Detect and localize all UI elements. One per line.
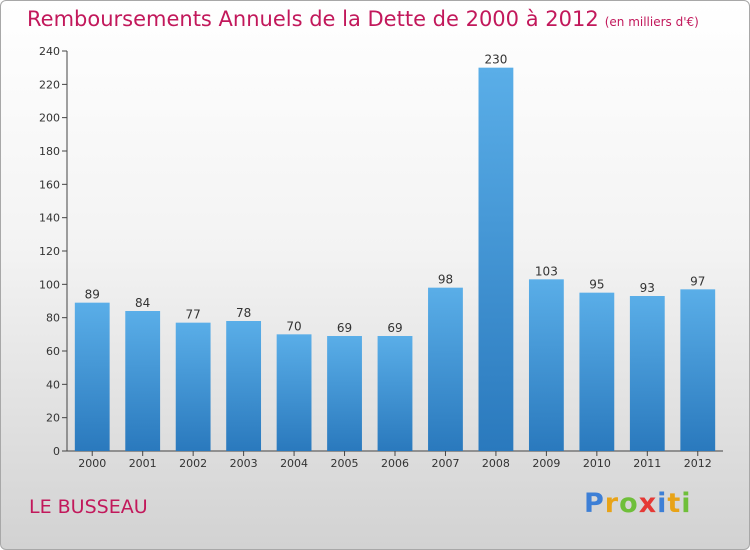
y-tick-label: 160: [39, 178, 60, 191]
bars: 89 84 77 78 70 69 69 98 230 103 95 93 97: [74, 53, 716, 452]
x-tick-label: 2006: [381, 457, 409, 470]
y-tick-label: 20: [46, 412, 60, 425]
x-tick-label: 2000: [78, 457, 106, 470]
y-axis: 0 20 40 60 80 100 120 140 160 180 200 220 240: [39, 45, 68, 458]
x-tick-label: 2005: [331, 457, 359, 470]
logo-letter: P: [584, 488, 605, 519]
bar-value-label: 69: [387, 321, 402, 335]
logo-letter: i: [657, 488, 668, 519]
logo-letter: r: [604, 488, 620, 519]
y-tick-label: 0: [53, 445, 60, 458]
bar: [528, 279, 564, 451]
y-tick-label: 60: [46, 345, 60, 358]
bar-value-label: 95: [589, 278, 604, 292]
x-tick-label: 2009: [532, 457, 560, 470]
bar: [276, 334, 312, 451]
bar-value-label: 78: [236, 306, 251, 320]
bar: [629, 296, 665, 451]
x-axis: 2000 2001 2002 2003 2004 2005 2006 2007 2008 2009…: [67, 450, 723, 470]
chart-title-text: Remboursements Annuels de la Dette de 20…: [27, 7, 599, 31]
bar-value-label: 69: [337, 321, 352, 335]
x-tick-label: 2002: [179, 457, 207, 470]
logo-letter: i: [681, 488, 692, 519]
y-tick-label: 220: [39, 78, 60, 91]
y-tick-label: 200: [39, 112, 60, 125]
y-tick-label: 180: [39, 145, 60, 158]
bar: [377, 336, 413, 451]
bar: [226, 321, 262, 451]
bar: [428, 287, 463, 451]
y-tick-label: 100: [39, 278, 60, 291]
bar-value-label: 93: [640, 281, 655, 295]
bar-value-label: 89: [85, 288, 100, 302]
x-tick-label: 2012: [684, 457, 712, 470]
x-tick-label: 2011: [633, 457, 661, 470]
logo-letter: t: [667, 488, 682, 519]
place-name: LE BUSSEAU: [29, 496, 148, 518]
bar-value-label: 77: [186, 308, 201, 322]
bar-value-label: 103: [535, 264, 558, 278]
bar: [478, 67, 514, 452]
logo-letter: x: [638, 488, 658, 519]
x-tick-label: 2003: [230, 457, 258, 470]
bar: [125, 311, 161, 451]
bar-value-label: 70: [286, 319, 301, 333]
bar: [579, 292, 615, 451]
bar-value-label: 230: [484, 53, 507, 67]
bar: [74, 302, 110, 451]
proxiti-logo: Proxiti: [584, 488, 692, 519]
y-tick-label: 140: [39, 212, 60, 225]
bar-value-label: 98: [438, 273, 453, 287]
y-tick-label: 40: [46, 378, 60, 391]
bar: [327, 336, 362, 451]
chart-title: Remboursements Annuels de la Dette de 20…: [27, 7, 699, 31]
x-tick-label: 2001: [129, 457, 157, 470]
bar: [680, 289, 716, 451]
x-tick-label: 2008: [482, 457, 510, 470]
x-tick-label: 2004: [280, 457, 308, 470]
bar-value-label: 84: [135, 296, 150, 310]
x-tick-label: 2007: [431, 457, 459, 470]
chart-unit: (en milliers d'€): [604, 15, 699, 29]
y-tick-label: 240: [39, 45, 60, 58]
bar: [175, 322, 211, 451]
x-tick-label: 2010: [583, 457, 611, 470]
logo-letter: o: [619, 488, 639, 519]
y-tick-label: 80: [46, 312, 60, 325]
bar-value-label: 97: [690, 274, 705, 288]
y-tick-label: 120: [39, 245, 60, 258]
